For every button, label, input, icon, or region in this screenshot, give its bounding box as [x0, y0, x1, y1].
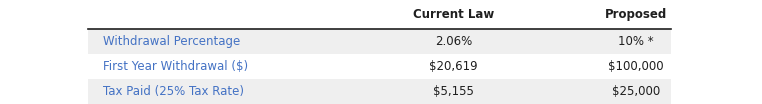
Text: Withdrawal Percentage: Withdrawal Percentage — [103, 35, 240, 48]
Bar — [88, 29, 671, 54]
Text: Proposed: Proposed — [605, 8, 668, 21]
Text: $25,000: $25,000 — [612, 85, 661, 98]
Text: $20,619: $20,619 — [429, 60, 478, 73]
Text: $100,000: $100,000 — [609, 60, 664, 73]
Text: Tax Paid (25% Tax Rate): Tax Paid (25% Tax Rate) — [103, 85, 244, 98]
Text: Current Law: Current Law — [413, 8, 494, 21]
Text: First Year Withdrawal ($): First Year Withdrawal ($) — [103, 60, 248, 73]
Bar — [88, 54, 671, 79]
Text: $5,155: $5,155 — [433, 85, 474, 98]
Bar — [88, 79, 671, 104]
Text: 2.06%: 2.06% — [435, 35, 472, 48]
Text: 10% *: 10% * — [619, 35, 654, 48]
